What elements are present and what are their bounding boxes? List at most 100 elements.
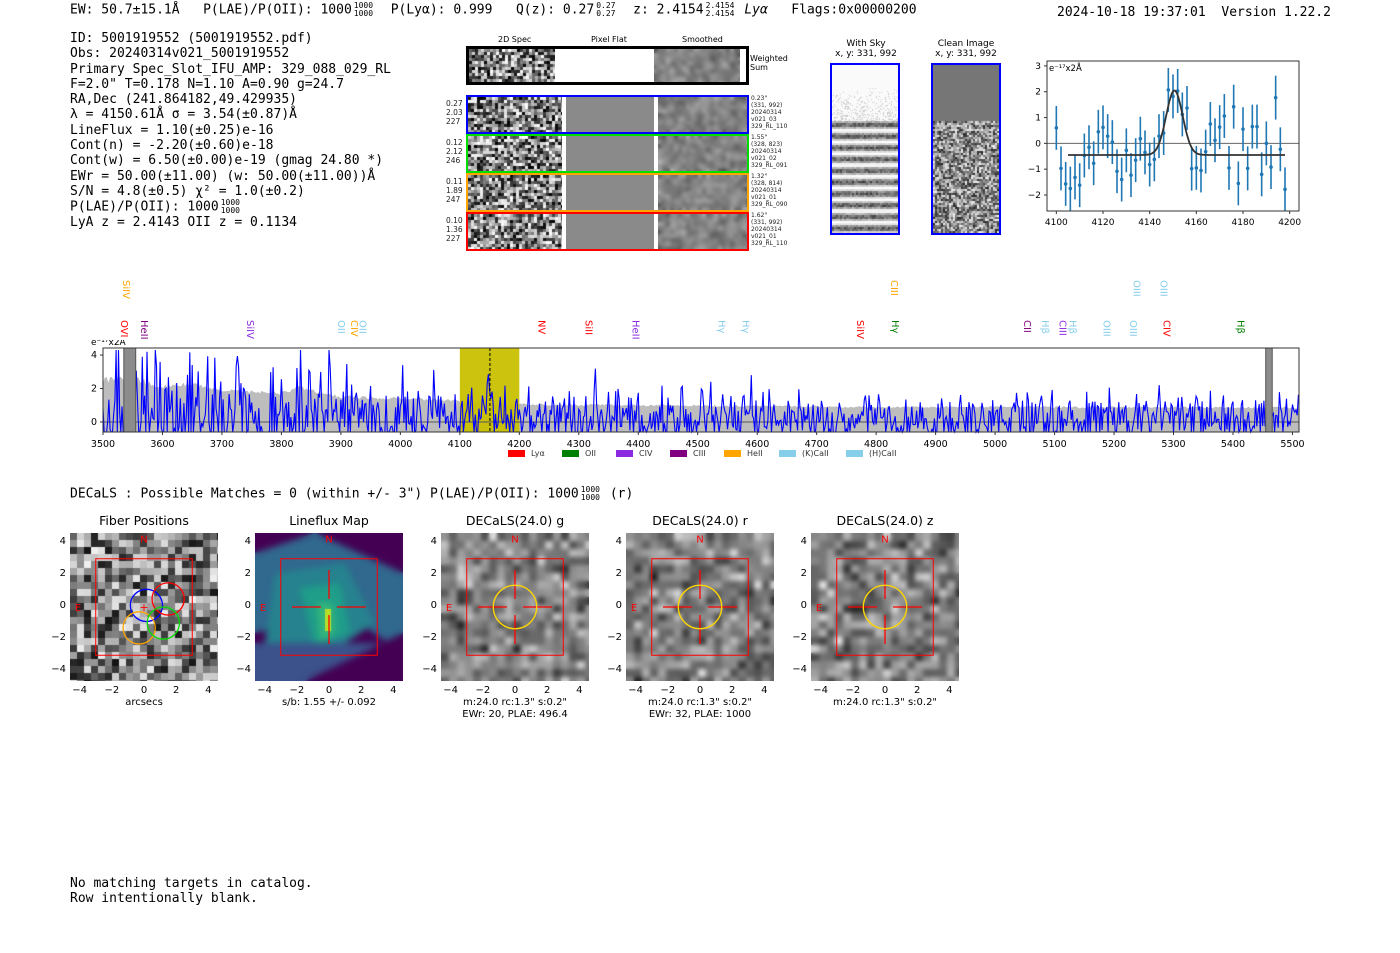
cutout-caption: arcsecs bbox=[125, 697, 163, 708]
x-tick-label: 0 bbox=[140, 685, 148, 696]
decals-plae-lo: 1000 bbox=[580, 493, 600, 502]
emission-line-label: OII bbox=[334, 320, 346, 334]
info-redshifts: LyA z = 2.4143 OII z = 0.1134 bbox=[70, 214, 297, 230]
info-line: EWr = 50.00(±11.00) (w: 50.00(±11.00))Å bbox=[70, 168, 376, 184]
x-tick-label: 0 bbox=[881, 685, 889, 696]
emission-line-label: HeII bbox=[629, 320, 641, 340]
x-tick-label: −4 bbox=[257, 685, 273, 696]
data-point bbox=[1054, 126, 1059, 130]
data-point bbox=[1273, 95, 1278, 100]
data-point bbox=[1133, 158, 1138, 162]
legend-swatch bbox=[670, 450, 687, 457]
x-tick-label: −4 bbox=[628, 685, 644, 696]
qz-value: Q(z): 0.27 bbox=[515, 2, 595, 18]
x-tick-label: −4 bbox=[443, 685, 459, 696]
north-label: N bbox=[140, 535, 147, 546]
x-tick-label: 4500 bbox=[686, 439, 710, 450]
gaussian-fit bbox=[1068, 89, 1285, 156]
fiber-row-info: 1.32" (328, 814) 20240314 v021_01 329_RL_090 bbox=[751, 173, 787, 208]
y-tick-label: 0 bbox=[615, 600, 622, 611]
x-tick-label: 4000 bbox=[388, 439, 412, 450]
header-pixel-flat: Pixel Flat bbox=[591, 35, 627, 44]
cutout-overlay: NE bbox=[260, 535, 378, 656]
emission-line-label: Hγ bbox=[739, 320, 751, 334]
data-point bbox=[1138, 136, 1143, 141]
x-tick-label: 2 bbox=[728, 685, 736, 696]
info-line: S/N = 4.8(±0.5) χ² = 1.0(±0.2) bbox=[70, 183, 305, 199]
cutout-caption: EWr: 32, PLAE: 1000 bbox=[648, 709, 752, 720]
cutout-title: Fiber Positions bbox=[99, 513, 189, 528]
data-point bbox=[1217, 125, 1222, 129]
x-tick-label: 4700 bbox=[805, 439, 829, 450]
fiber-stat: 247 bbox=[446, 195, 461, 204]
fiber-info-line: 20240314 bbox=[751, 226, 782, 233]
y-unit-label: e⁻¹⁷x2Å bbox=[91, 340, 127, 348]
fiber-info-line: 20240314 bbox=[751, 109, 782, 116]
data-point bbox=[1110, 140, 1115, 144]
y-tick-label: −2 bbox=[607, 632, 622, 644]
cutout-image: + N E bbox=[70, 533, 218, 681]
fiber-info-line: v021_01 bbox=[751, 194, 777, 201]
decals-band: (r) bbox=[609, 486, 634, 502]
emission-line-label: Hβ bbox=[1234, 320, 1246, 334]
fiber-stat: 2.03 bbox=[446, 108, 463, 117]
fiber-2d-spec bbox=[468, 214, 562, 249]
x-tick-label: −4 bbox=[72, 685, 88, 696]
y-tick-label: −4 bbox=[792, 664, 807, 676]
fiber-info-line: (331, 992) bbox=[751, 219, 783, 226]
y-tick-label: 2 bbox=[59, 567, 66, 579]
cutout-caption: EWr: 20, PLAE: 496.4 bbox=[462, 709, 568, 720]
cutout-overlay: + N E bbox=[75, 535, 193, 656]
fiber-pixel-flat bbox=[566, 175, 654, 210]
data-point bbox=[1245, 166, 1250, 171]
y-tick-label: 0 bbox=[59, 600, 66, 611]
y-tick-label: 2 bbox=[1035, 88, 1041, 98]
cutout-overlay: NE bbox=[816, 535, 934, 656]
x-tick-label: 4100 bbox=[1045, 218, 1068, 228]
x-tick-label: 2 bbox=[543, 685, 551, 696]
with-sky-label: With Sky bbox=[846, 39, 886, 49]
cutout-caption: m:24.0 rc:1.3" s:0.2" bbox=[832, 697, 938, 708]
legend-label: CIV bbox=[639, 449, 653, 458]
weighted-sum-label: Weighted Sum bbox=[750, 54, 788, 72]
cutout-caption: s/b: 1.55 +/- 0.092 bbox=[281, 697, 377, 708]
plae-lo: 1000 bbox=[353, 9, 374, 18]
fiber-stat: 227 bbox=[446, 234, 461, 243]
x-tick-label: 4200 bbox=[507, 439, 531, 450]
fiber-stat: 1.89 bbox=[446, 186, 463, 195]
x-tick-label: 4600 bbox=[745, 439, 769, 450]
x-tick-label: 0 bbox=[325, 685, 333, 696]
emission-line-label: SiIV bbox=[243, 320, 255, 339]
decals-title-text: DECaLS : Possible Matches = 0 (within +/… bbox=[70, 486, 579, 502]
info-plae-lo: 1000 bbox=[220, 206, 240, 216]
plae-value: P(LAE)/P(OII): 1000 bbox=[203, 2, 352, 18]
data-point bbox=[1091, 161, 1096, 166]
emission-line-label: CIV bbox=[1160, 320, 1172, 337]
line-fit-plot: 4100 4120 4140 4160 4180 4200 −2 −1 0 1 2 3 e⁻¹⁷x2Å bbox=[1028, 60, 1301, 228]
clean-label: Clean Image bbox=[937, 39, 995, 49]
y-tick-label: 0 bbox=[244, 600, 251, 611]
with-sky-xy: x, y: 331, 992 bbox=[835, 49, 897, 59]
cutout-pixels bbox=[441, 533, 589, 681]
fiber-pixel-flat bbox=[566, 97, 654, 132]
data-point bbox=[1105, 134, 1110, 138]
plot-frame bbox=[1046, 60, 1300, 212]
fiber-circle bbox=[151, 582, 185, 616]
fiber-stat: 246 bbox=[446, 156, 461, 165]
data-point bbox=[1129, 173, 1133, 177]
gap bbox=[654, 97, 658, 132]
source-aperture-circle bbox=[677, 584, 723, 630]
y-tick-label: −2 bbox=[422, 632, 437, 644]
fiber-circle bbox=[122, 611, 156, 645]
fiber-stat: 0.12 bbox=[446, 138, 463, 147]
data-point bbox=[1115, 169, 1119, 174]
aperture-box bbox=[466, 558, 564, 656]
cutout-title: DECaLS(24.0) r bbox=[652, 513, 748, 528]
x-tick-label: 4 bbox=[946, 685, 953, 696]
data-point bbox=[1068, 186, 1073, 191]
timestamp: 2024-10-18 19:37:01 bbox=[1057, 5, 1206, 20]
fiber-row bbox=[466, 95, 749, 134]
weighted-pixel-flat bbox=[555, 49, 654, 82]
